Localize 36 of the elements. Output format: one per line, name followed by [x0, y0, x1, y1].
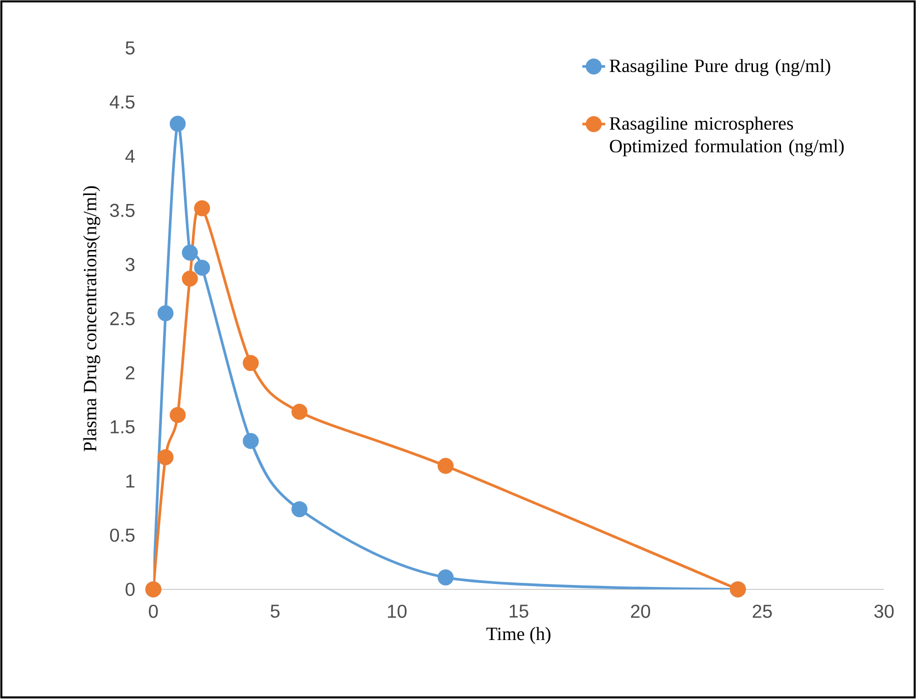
y-tick-label: 5 [126, 42, 135, 55]
y-tick-label: 3.5 [110, 204, 135, 218]
y-tick-label: 0.5 [110, 528, 135, 542]
x-tick-label: 20 [631, 604, 650, 618]
y-tick-label: 0 [126, 582, 135, 596]
point [438, 570, 454, 586]
y-axis-title: Plasma Drug concentrations(ng/ml) [83, 186, 100, 452]
x-tick-label: 5 [270, 604, 280, 618]
point [242, 433, 259, 450]
point [291, 404, 308, 420]
point [158, 449, 174, 466]
x-tick-label: 25 [752, 604, 772, 618]
x-axis-title: Time (h) [486, 627, 550, 644]
legend-label: Rasagiline microspheres Optimized formulation (ng/ml) [610, 116, 844, 156]
point [242, 355, 259, 372]
y-tick-label: 1.5 [110, 420, 135, 434]
point [438, 458, 454, 474]
point [158, 305, 174, 322]
y-tick-label: 2 [126, 366, 134, 380]
y-tick-label: 3 [126, 258, 134, 272]
point [182, 244, 198, 261]
point [194, 260, 210, 276]
point [182, 270, 198, 287]
y-tick-label: 4 [125, 150, 135, 163]
x-tick-label: 30 [874, 604, 894, 618]
x-tick-label: 15 [510, 604, 528, 618]
point [291, 501, 308, 518]
y-tick-label: 4.5 [110, 96, 135, 109]
point [170, 116, 186, 132]
y-tick-label: 2.5 [110, 312, 135, 326]
legend-label: Rasagiline Pure drug (ng/ml) [610, 59, 830, 76]
x-tick-label: 10 [388, 604, 407, 618]
point [194, 200, 210, 216]
x-tick-label: 0 [148, 604, 158, 618]
point [170, 407, 186, 424]
y-tick-label: 1 [126, 474, 134, 488]
